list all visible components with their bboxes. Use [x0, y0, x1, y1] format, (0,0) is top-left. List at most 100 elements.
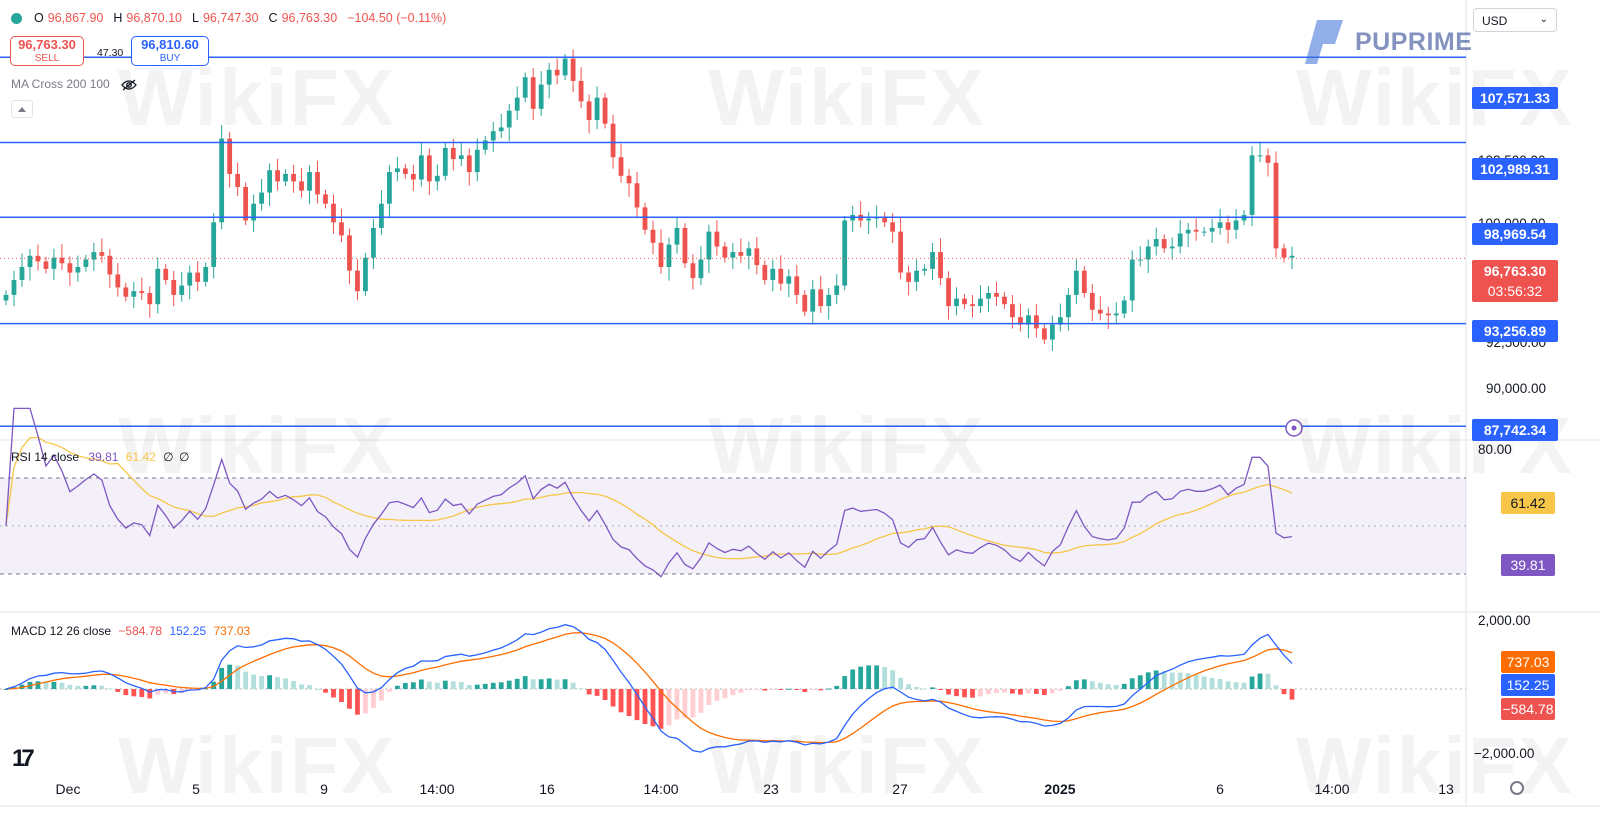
level-label[interactable]: 87,742.34	[1472, 419, 1558, 441]
macd-histogram-bar	[1209, 677, 1215, 689]
level-label[interactable]: 93,256.89	[1472, 320, 1558, 342]
macd-histogram-bar	[706, 689, 712, 705]
candle-body	[131, 291, 137, 297]
candle-body	[978, 298, 983, 307]
candle-body	[970, 304, 975, 307]
tradingview-logo-icon[interactable]: 17	[12, 745, 35, 772]
macd-histogram-bar	[307, 685, 312, 689]
macd-axis-bottom: −2,000.00	[1474, 746, 1535, 761]
rsi-na-value: ∅	[178, 450, 190, 464]
candle-body	[586, 101, 592, 120]
candle-body	[355, 270, 360, 292]
settings-icon[interactable]	[1510, 781, 1524, 795]
macd-legend[interactable]: MACD 12 26 close −584.78 152.25 737.03	[11, 624, 250, 638]
currency-select[interactable]: USD ⌄	[1473, 8, 1557, 32]
candle-body	[187, 272, 193, 286]
macd-histogram-bar	[626, 689, 632, 717]
macd-histogram-bar	[1129, 678, 1135, 689]
level-label[interactable]: 102,989.31	[1472, 158, 1558, 180]
macd-histogram-bar	[1089, 681, 1095, 689]
candle-body	[1273, 162, 1279, 249]
eye-off-icon[interactable]	[121, 79, 137, 91]
candle-body	[418, 155, 424, 180]
candle-body	[802, 294, 808, 312]
macd-histogram-bar	[323, 689, 328, 693]
candle-body	[267, 170, 272, 193]
candle-body	[698, 259, 704, 279]
macd-histogram-bar	[219, 667, 225, 689]
candle-body	[922, 268, 927, 271]
macd-histogram-bar	[722, 689, 728, 699]
candle-body	[466, 155, 472, 173]
candle-body	[363, 257, 368, 292]
macd-histogram-bar	[35, 681, 41, 689]
candle-body	[746, 248, 752, 256]
time-label: 13	[1438, 781, 1454, 797]
candle-body	[1177, 233, 1183, 247]
level-label[interactable]: 98,969.54	[1472, 223, 1558, 245]
candle-body	[810, 289, 816, 312]
candle-body	[67, 263, 73, 273]
buy-button[interactable]: 96,810.60 BUY	[131, 36, 209, 66]
ma-cross-legend[interactable]: MA Cross 200 100	[11, 77, 137, 91]
candle-body	[203, 266, 209, 282]
macd-histogram-bar	[115, 689, 121, 692]
candle-body	[1289, 255, 1295, 258]
high-label: H	[113, 11, 123, 25]
macd-histogram-bar	[1121, 683, 1127, 689]
macd-histogram-bar	[155, 689, 161, 695]
macd-histogram-bar	[890, 670, 896, 689]
macd-histogram-bar	[1273, 685, 1279, 689]
candle-body	[426, 155, 432, 182]
candle-body	[259, 192, 264, 204]
candle-body	[91, 252, 97, 260]
macd-histogram-bar	[882, 667, 888, 689]
macd-histogram-bar	[666, 689, 672, 726]
level-label[interactable]: 107,571.33	[1472, 87, 1558, 109]
candle-body	[195, 272, 201, 282]
macd-histogram-bar	[1281, 689, 1287, 695]
candle-body	[1105, 313, 1111, 316]
candle-body	[275, 170, 280, 182]
macd-histogram-bar	[594, 689, 600, 696]
candle-body	[482, 140, 488, 150]
macd-histogram-bar	[426, 681, 432, 689]
candle-body	[243, 186, 249, 221]
macd-histogram-bar	[1145, 672, 1151, 689]
rsi-legend[interactable]: RSI 14 close 39.81 61.42 ∅ ∅	[11, 450, 189, 464]
candle-body	[1265, 155, 1271, 163]
macd-histogram-bar	[1137, 675, 1143, 689]
macd-histogram-bar	[339, 689, 344, 703]
macd-histogram-bar	[1225, 681, 1231, 689]
candle-body	[658, 242, 664, 267]
macd-histogram-bar	[1241, 682, 1247, 689]
macd-histogram-bar	[834, 685, 840, 689]
macd-histogram-bar	[610, 689, 616, 707]
candle-body	[1209, 227, 1215, 232]
candle-body	[307, 172, 312, 191]
candle-countdown: 03:56:32	[1472, 280, 1558, 302]
candle-body	[155, 268, 161, 305]
candle-body	[1201, 231, 1207, 233]
candle-body	[626, 175, 632, 184]
candle-body	[1049, 324, 1055, 340]
sell-button[interactable]: 96,763.30 SELL	[10, 36, 84, 66]
candle-body	[634, 183, 640, 208]
macd-histogram-bar	[1217, 679, 1223, 689]
candle-body	[291, 173, 296, 182]
macd-histogram-bar	[1026, 689, 1031, 694]
collapse-legend-button[interactable]	[11, 100, 33, 118]
candle-body	[618, 157, 624, 176]
macd-histogram-bar	[1249, 676, 1255, 689]
macd-histogram-bar	[131, 689, 137, 697]
candle-body	[219, 138, 225, 223]
candle-body	[179, 285, 185, 295]
candle-body	[442, 147, 448, 176]
macd-histogram-bar	[434, 682, 440, 689]
candle-body	[962, 298, 967, 305]
time-label: 6	[1216, 781, 1224, 797]
macd-histogram-bar	[442, 680, 448, 689]
candle-body	[666, 244, 672, 267]
macd-histogram-bar	[962, 689, 967, 698]
